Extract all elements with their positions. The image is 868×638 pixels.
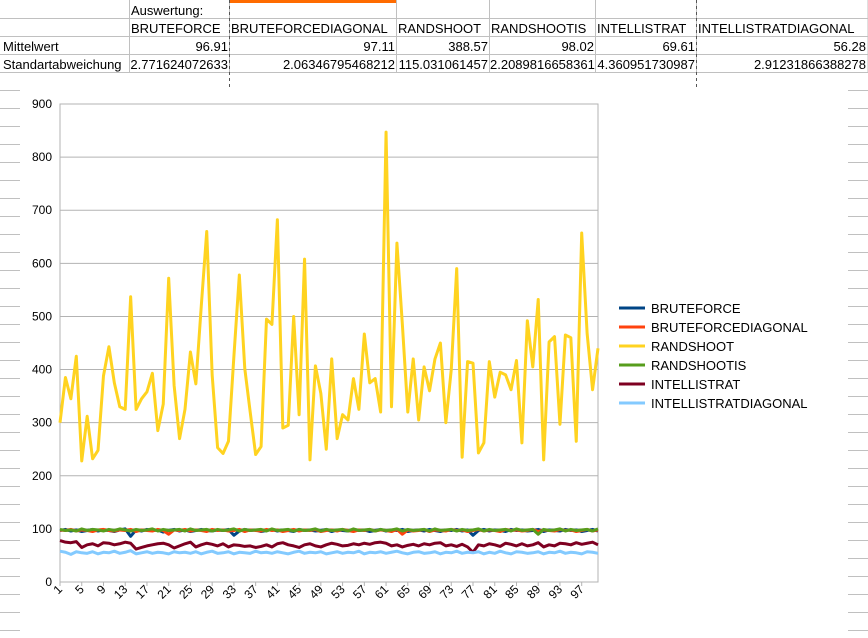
y-tick-label: 400 [32,363,52,377]
y-tick-label: 100 [32,522,52,536]
header-cell[interactable]: RANDSHOOTIS [491,21,587,36]
legend-label: BRUTEFORCEDIAGONAL [651,320,808,335]
y-tick-label: 500 [32,309,52,323]
header-cell[interactable]: BRUTEFORCEDIAGONAL [231,21,388,36]
y-tick-label: 200 [32,469,52,483]
legend-label: RANDSHOOT [651,339,734,354]
table-cell[interactable]: 69.61 [662,39,695,54]
table-cell[interactable]: 4.360951730987 [597,57,695,72]
y-tick-label: 300 [32,416,52,430]
legend-label: BRUTEFORCE [651,301,741,316]
chart-legend: BRUTEFORCE BRUTEFORCEDIAGONAL RANDSHOOT RAN… [619,301,808,411]
y-tick-label: 800 [32,150,52,164]
legend-label: INTELLISTRAT [651,377,740,392]
table-cell[interactable]: 98.02 [561,39,594,54]
y-tick-label: 0 [45,575,52,589]
table-cell[interactable]: 2.2089816658361 [490,57,595,72]
header-cell[interactable]: INTELLISTRAT [597,21,687,36]
y-tick-label: 700 [32,203,52,217]
table-cell[interactable]: 2.771624072633 [130,57,228,72]
table-cell[interactable]: 96.91 [195,39,228,54]
header-cell[interactable]: RANDSHOOT [398,21,482,36]
y-axis: 0 100 200 300 400 500 600 700 800 900 [32,97,52,589]
header-cell[interactable]: BRUTEFORCE [131,21,221,36]
legend-label: INTELLISTRATDIAGONAL [651,396,808,411]
table-cell[interactable]: 97.11 [363,39,395,54]
header-cell[interactable]: INTELLISTRATDIAGONAL [698,21,855,36]
chart-series [58,130,600,556]
series-line-randshootis [59,527,599,536]
y-tick-label: 600 [32,256,52,270]
table-cell[interactable]: 388.57 [448,39,488,54]
table-cell[interactable]: 115.031061457 [398,57,488,72]
row-label[interactable]: Standartabweichung [3,57,122,72]
y-tick-label: 900 [32,97,52,111]
table-cell[interactable]: 2.06346795468212 [282,57,395,72]
series-line-randshoot [58,130,600,463]
legend-label: RANDSHOOTIS [651,358,747,373]
series-line-intellistrat [59,539,599,554]
table-cell[interactable]: 2.91231866388278 [753,57,866,72]
series-line-intellistratdiagonal [59,549,599,556]
row-label[interactable]: Mittelwert [3,39,59,54]
table-title[interactable]: Auswertung: [131,3,204,18]
table-cell[interactable]: 56.28 [833,39,866,54]
